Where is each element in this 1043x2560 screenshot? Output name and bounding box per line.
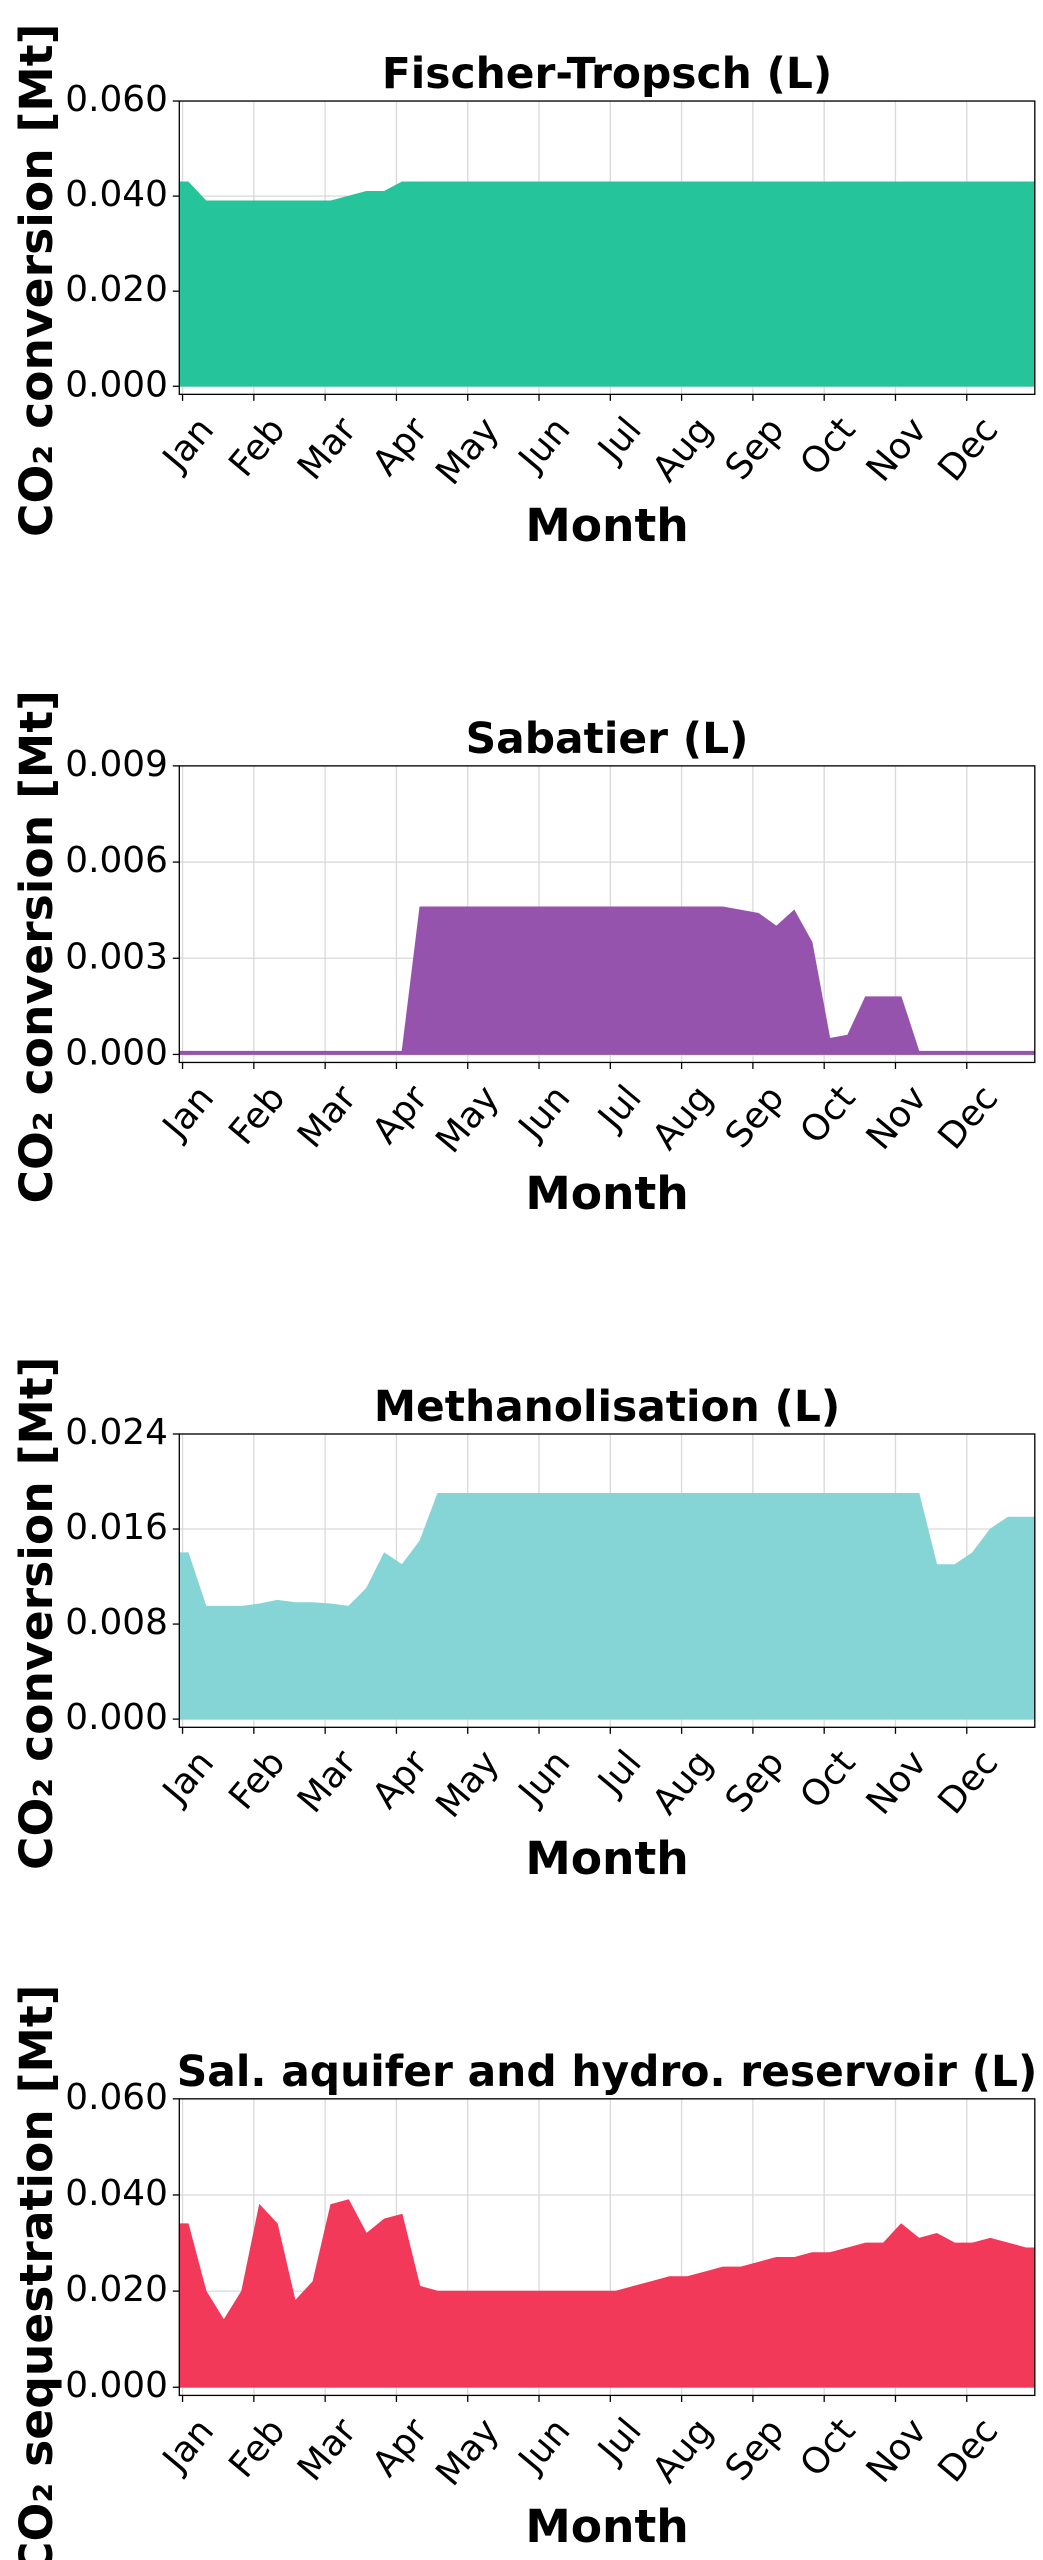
x-tick-label: Oct (792, 410, 863, 484)
x-tick-label: Sep (718, 1078, 793, 1156)
area (178, 1492, 1036, 1720)
y-tick-label: 0.000 (65, 1697, 168, 1738)
x-tick-label: May (428, 2411, 507, 2494)
chart-title: Fischer-Tropsch (L) (382, 49, 832, 98)
y-tick-label: 0.008 (65, 1602, 168, 1643)
chart-title: Methanolisation (L) (374, 1382, 840, 1431)
y-tick-label: 0.000 (65, 2365, 168, 2406)
x-tick-label: Jun (510, 1078, 579, 1149)
x-tick-label: Apr (365, 410, 436, 484)
area (178, 181, 1036, 387)
x-axis-label: Month (525, 499, 688, 552)
x-tick-label: Aug (645, 1078, 721, 1158)
x-tick-label: Feb (221, 1743, 293, 1818)
x-tick-label: Apr (365, 1078, 436, 1152)
y-axis-label: CO₂ conversion [Mt] (10, 690, 63, 1203)
x-tick-label: Nov (859, 2411, 935, 2491)
x-tick-label: Aug (645, 410, 721, 490)
x-tick-label: Feb (221, 2411, 293, 2486)
y-axis-label: CO₂ conversion [Mt] (10, 24, 63, 537)
x-tick-label: Apr (365, 2411, 436, 2485)
y-axis-label: CO₂ conversion [Mt] (10, 1357, 63, 1870)
x-tick-label: Jan (154, 1743, 222, 1813)
x-tick-label: Nov (859, 1743, 935, 1823)
x-tick-label: Jan (154, 2411, 222, 2481)
y-tick-label: 0.040 (65, 174, 168, 215)
x-tick-label: Mar (290, 1078, 365, 1156)
x-tick-label: Dec (930, 1743, 1006, 1822)
x-tick-label: Nov (859, 410, 935, 490)
y-tick-label: 0.009 (65, 744, 168, 785)
y-tick-label: 0.060 (65, 79, 168, 120)
x-tick-label: Aug (645, 1743, 721, 1823)
y-tick-label: 0.000 (65, 1032, 168, 1073)
y-tick-label: 0.024 (65, 1412, 168, 1453)
y-tick-label: 0.003 (65, 936, 168, 977)
x-tick-label: Mar (290, 410, 365, 488)
area (178, 2199, 1036, 2388)
chart-title: Sal. aquifer and hydro. reservoir (L) (177, 2047, 1038, 2096)
x-tick-label: Feb (221, 410, 293, 485)
x-axis-label: Month (525, 1832, 688, 1885)
y-axis-label: CO₂ sequestration [Mt] (10, 1984, 63, 2560)
x-tick-label: Jan (154, 1078, 222, 1148)
y-tick-label: 0.006 (65, 840, 168, 881)
x-tick-label: May (428, 410, 507, 493)
plot-frame (178, 1433, 1036, 1728)
x-tick-label: Dec (930, 1078, 1006, 1157)
x-tick-label: Apr (365, 1743, 436, 1817)
x-tick-label: Dec (930, 2411, 1006, 2490)
x-tick-label: Jan (154, 410, 222, 480)
x-tick-label: Jul (589, 1743, 649, 1804)
x-tick-label: Aug (645, 2411, 721, 2491)
plot-frame (178, 100, 1036, 395)
x-tick-label: May (428, 1743, 507, 1826)
x-tick-label: Jun (510, 2411, 579, 2482)
x-axis-label: Month (525, 2500, 688, 2553)
x-tick-label: Jul (589, 2411, 649, 2472)
x-tick-label: Dec (930, 410, 1006, 489)
x-tick-label: Jun (510, 1743, 579, 1814)
area (178, 906, 1036, 1055)
x-tick-label: Sep (718, 2411, 793, 2489)
x-tick-label: Mar (290, 1743, 365, 1821)
x-tick-label: Jul (589, 1078, 649, 1139)
x-tick-label: Jul (589, 410, 649, 471)
x-axis-label: Month (525, 1167, 688, 1220)
y-tick-label: 0.040 (65, 2173, 168, 2214)
plot-frame (178, 2098, 1036, 2397)
y-tick-label: 0.020 (65, 2269, 168, 2310)
x-tick-label: Jun (510, 410, 579, 481)
chart-title: Sabatier (L) (466, 714, 749, 763)
plot-frame (178, 765, 1036, 1064)
y-tick-label: 0.016 (65, 1507, 168, 1548)
x-tick-label: May (428, 1078, 507, 1161)
x-tick-label: Oct (792, 2411, 863, 2485)
x-tick-label: Sep (718, 410, 793, 488)
x-tick-label: Nov (859, 1078, 935, 1158)
x-tick-label: Sep (718, 1743, 793, 1821)
x-tick-label: Oct (792, 1078, 863, 1152)
x-tick-label: Oct (792, 1743, 863, 1817)
y-tick-label: 0.020 (65, 269, 168, 310)
y-tick-label: 0.000 (65, 364, 168, 405)
x-tick-label: Mar (290, 2411, 365, 2489)
y-tick-label: 0.060 (65, 2077, 168, 2118)
x-tick-label: Feb (221, 1078, 293, 1153)
